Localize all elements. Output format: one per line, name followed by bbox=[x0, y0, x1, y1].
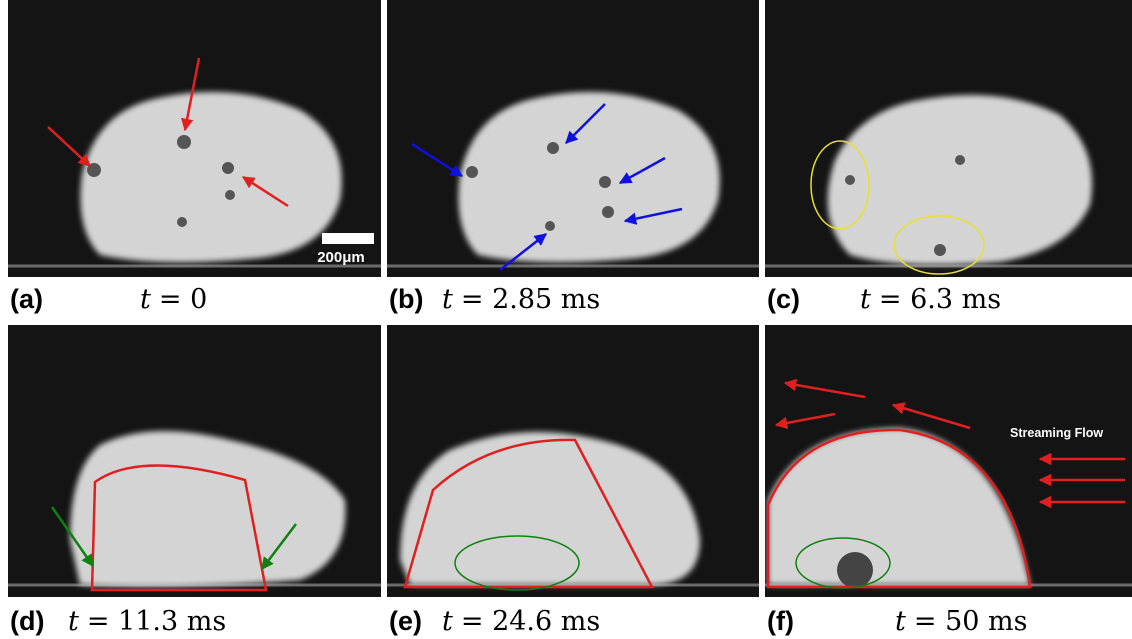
scale-bar bbox=[322, 233, 374, 244]
panel-time: t = 24.6 ms bbox=[442, 606, 600, 637]
panel-time: t = 50 ms bbox=[895, 606, 1027, 637]
time-variable: t bbox=[140, 284, 151, 315]
panel-time: t = 6.3 ms bbox=[860, 284, 1001, 315]
panel-label: (e) bbox=[389, 606, 422, 636]
panel-time: t = 0 bbox=[140, 284, 207, 315]
time-variable: t bbox=[68, 606, 79, 637]
panel-time: t = 11.3 ms bbox=[68, 606, 226, 637]
time-variable: t bbox=[860, 284, 871, 315]
particle bbox=[458, 92, 719, 262]
time-value: = 11.3 ms bbox=[87, 606, 226, 637]
time-value: = 24.6 ms bbox=[461, 606, 600, 637]
time-value: = 0 bbox=[159, 284, 207, 315]
panel-label: (c) bbox=[767, 284, 800, 314]
panel-label: (a) bbox=[10, 284, 43, 314]
scale-bar-label: 200μm bbox=[317, 249, 365, 266]
panel-time: t = 2.85 ms bbox=[442, 284, 600, 315]
time-value: = 50 ms bbox=[914, 606, 1028, 637]
time-variable: t bbox=[442, 284, 453, 315]
figure: 200μm Streaming Flow (a) t = 0 (b) t = 2.85 m… bbox=[0, 0, 1132, 639]
time-value: = 2.85 ms bbox=[461, 284, 600, 315]
flow-label: Streaming Flow bbox=[1010, 426, 1103, 440]
particle bbox=[80, 92, 341, 262]
panel-label: (d) bbox=[10, 606, 44, 636]
time-variable: t bbox=[442, 606, 453, 637]
cavity bbox=[837, 552, 873, 588]
time-value: = 6.3 ms bbox=[879, 284, 1001, 315]
panel-label: (f) bbox=[767, 606, 794, 636]
panel-label: (b) bbox=[389, 284, 423, 314]
time-variable: t bbox=[895, 606, 906, 637]
